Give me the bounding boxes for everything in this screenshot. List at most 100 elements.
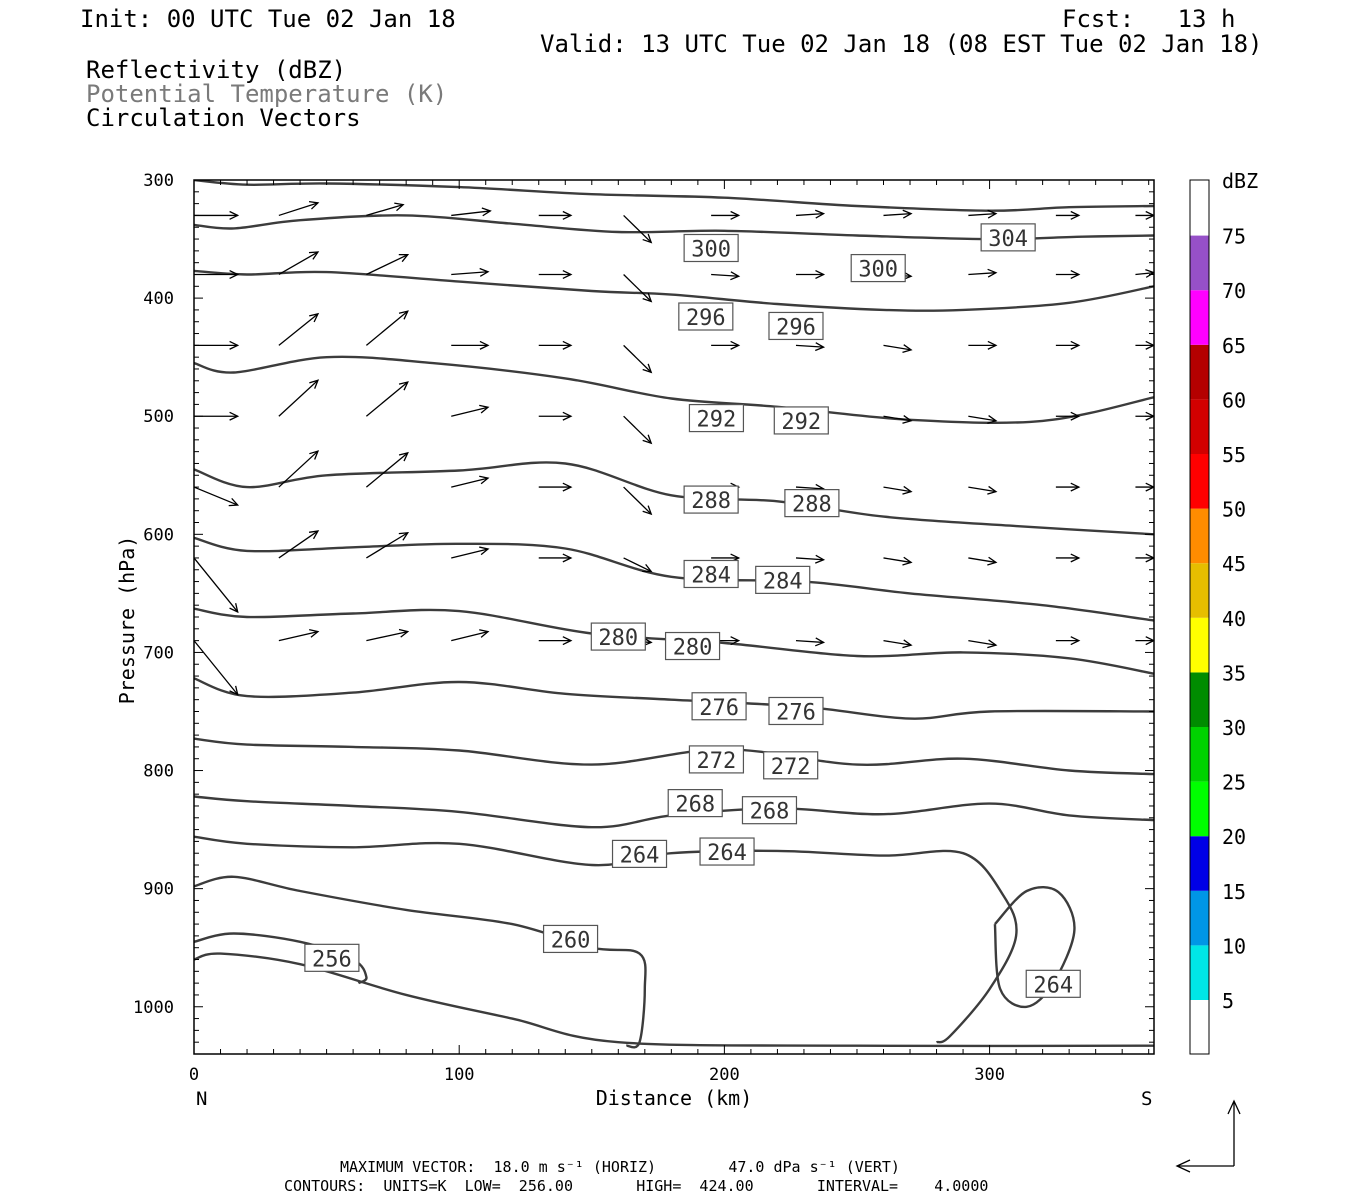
circulation-vector	[451, 475, 490, 488]
colorbar-label: 45	[1222, 552, 1246, 576]
circulation-vector	[795, 269, 826, 279]
circulation-vector	[1055, 411, 1081, 421]
circulation-vector	[623, 274, 653, 303]
circulation-vector	[366, 254, 410, 276]
svg-text:268: 268	[750, 800, 790, 825]
contour-label: 276	[691, 692, 747, 721]
circulation-vector	[795, 209, 826, 219]
isentrope-252	[194, 952, 1154, 1048]
circulation-vector	[711, 271, 741, 281]
plot-frame	[193, 179, 1155, 1055]
svg-text:300: 300	[858, 258, 898, 283]
svg-text:280: 280	[598, 626, 638, 651]
circulation-vector	[1055, 636, 1081, 646]
circulation-vector	[194, 640, 239, 696]
circulation-vector	[278, 530, 320, 559]
circulation-vector	[366, 531, 410, 559]
max-vector-note: MAXIMUM VECTOR: 18.0 m s⁻¹ (HORIZ) 47.0 …	[340, 1158, 900, 1176]
y-tick-label: 300	[143, 171, 174, 191]
contour-label: 300	[683, 233, 739, 263]
contour-label: 280	[590, 622, 646, 651]
x-tick-label: 300	[974, 1065, 1005, 1085]
colorbar-label: 40	[1222, 607, 1246, 631]
circulation-vector	[538, 482, 573, 492]
circulation-vector	[795, 637, 826, 647]
colorbar-label: 10	[1222, 934, 1246, 958]
colorbar-label: 60	[1222, 388, 1246, 412]
svg-text:296: 296	[686, 306, 726, 331]
circulation-vector	[968, 268, 998, 278]
isentrope-288	[194, 461, 1154, 536]
svg-text:288: 288	[691, 489, 731, 514]
colorbar-label: 50	[1222, 498, 1246, 522]
svg-text:296: 296	[776, 315, 816, 340]
svg-text:304: 304	[988, 227, 1028, 252]
svg-text:260: 260	[551, 928, 591, 953]
circulation-vector	[451, 629, 490, 642]
circulation-vector	[194, 340, 240, 350]
contour-label: 264	[611, 839, 668, 868]
contour-label-layer: 304 300 300 296 296 292 292 288 288 284 284 280 280 2…	[304, 223, 1081, 998]
colorbar-swatch	[1190, 945, 1209, 1000]
circulation-vector	[194, 486, 240, 507]
circulation-vector	[451, 404, 490, 417]
colorbar-swatch	[1190, 781, 1209, 837]
field-vectors-label: Circulation Vectors	[86, 104, 361, 132]
contour-label: 276	[768, 696, 824, 725]
contour-label: 292	[773, 406, 829, 435]
vector-scale-key	[1175, 1099, 1241, 1173]
svg-text:264: 264	[620, 843, 660, 868]
x-left-end-label: N	[196, 1088, 207, 1110]
svg-text:280: 280	[673, 636, 713, 661]
colorbar-label: 65	[1222, 334, 1246, 358]
colorbar-label: 30	[1222, 716, 1246, 740]
circulation-vector	[278, 251, 320, 276]
circulation-vector	[194, 269, 240, 279]
svg-text:292: 292	[697, 408, 737, 433]
colorbar-label: 75	[1222, 225, 1246, 249]
isentrope-296	[194, 269, 1154, 312]
y-tick-label: 700	[143, 643, 174, 663]
circulation-vector	[795, 554, 826, 564]
isentrope-264a	[194, 835, 1018, 1044]
y-tick-label: 1000	[133, 998, 174, 1018]
circulation-vector	[538, 636, 573, 646]
y-tick-label: 600	[143, 525, 174, 545]
axis-text-layer: 300 400 500 600 700 800 900 1000 0 100 200 300	[133, 171, 1005, 1085]
colorbar-swatch	[1190, 508, 1209, 564]
circulation-vector	[968, 556, 998, 566]
y-tick-label: 400	[143, 289, 174, 309]
circulation-vector	[365, 310, 409, 346]
circulation-vector	[623, 415, 653, 445]
svg-text:268: 268	[675, 793, 715, 818]
circulation-vector	[968, 639, 998, 649]
circulation-vector	[1055, 553, 1081, 563]
svg-text:276: 276	[699, 696, 739, 721]
y-tick-label: 900	[143, 880, 174, 900]
svg-text:272: 272	[697, 749, 737, 774]
circulation-vector	[883, 209, 913, 219]
x-tick-label: 100	[444, 1065, 475, 1085]
circulation-vector	[968, 340, 998, 350]
circulation-vector	[278, 200, 320, 217]
circulation-vector	[538, 553, 573, 563]
y-axis-title: Pressure (hPa)	[115, 536, 139, 705]
isentrope-304	[194, 180, 1154, 212]
colorbar-title: dBZ	[1222, 169, 1258, 193]
circulation-vector	[883, 639, 913, 649]
circulation-vector	[278, 312, 320, 346]
circulation-vector	[451, 340, 490, 350]
contour-label: 260	[542, 924, 599, 953]
field-reflectivity-label: Reflectivity (dBZ)	[86, 56, 347, 84]
circulation-vector	[968, 485, 998, 495]
contour-label: 296	[768, 311, 824, 340]
circulation-vector	[538, 340, 573, 350]
contour-label: 268	[741, 796, 798, 825]
vector-layer	[194, 200, 1154, 696]
colorbar-swatch	[1190, 454, 1209, 509]
colorbar-label: 25	[1222, 771, 1246, 795]
y-tick-label: 800	[143, 762, 174, 782]
svg-text:264: 264	[1033, 973, 1073, 998]
circulation-vector	[365, 451, 409, 488]
svg-text:292: 292	[781, 410, 821, 435]
